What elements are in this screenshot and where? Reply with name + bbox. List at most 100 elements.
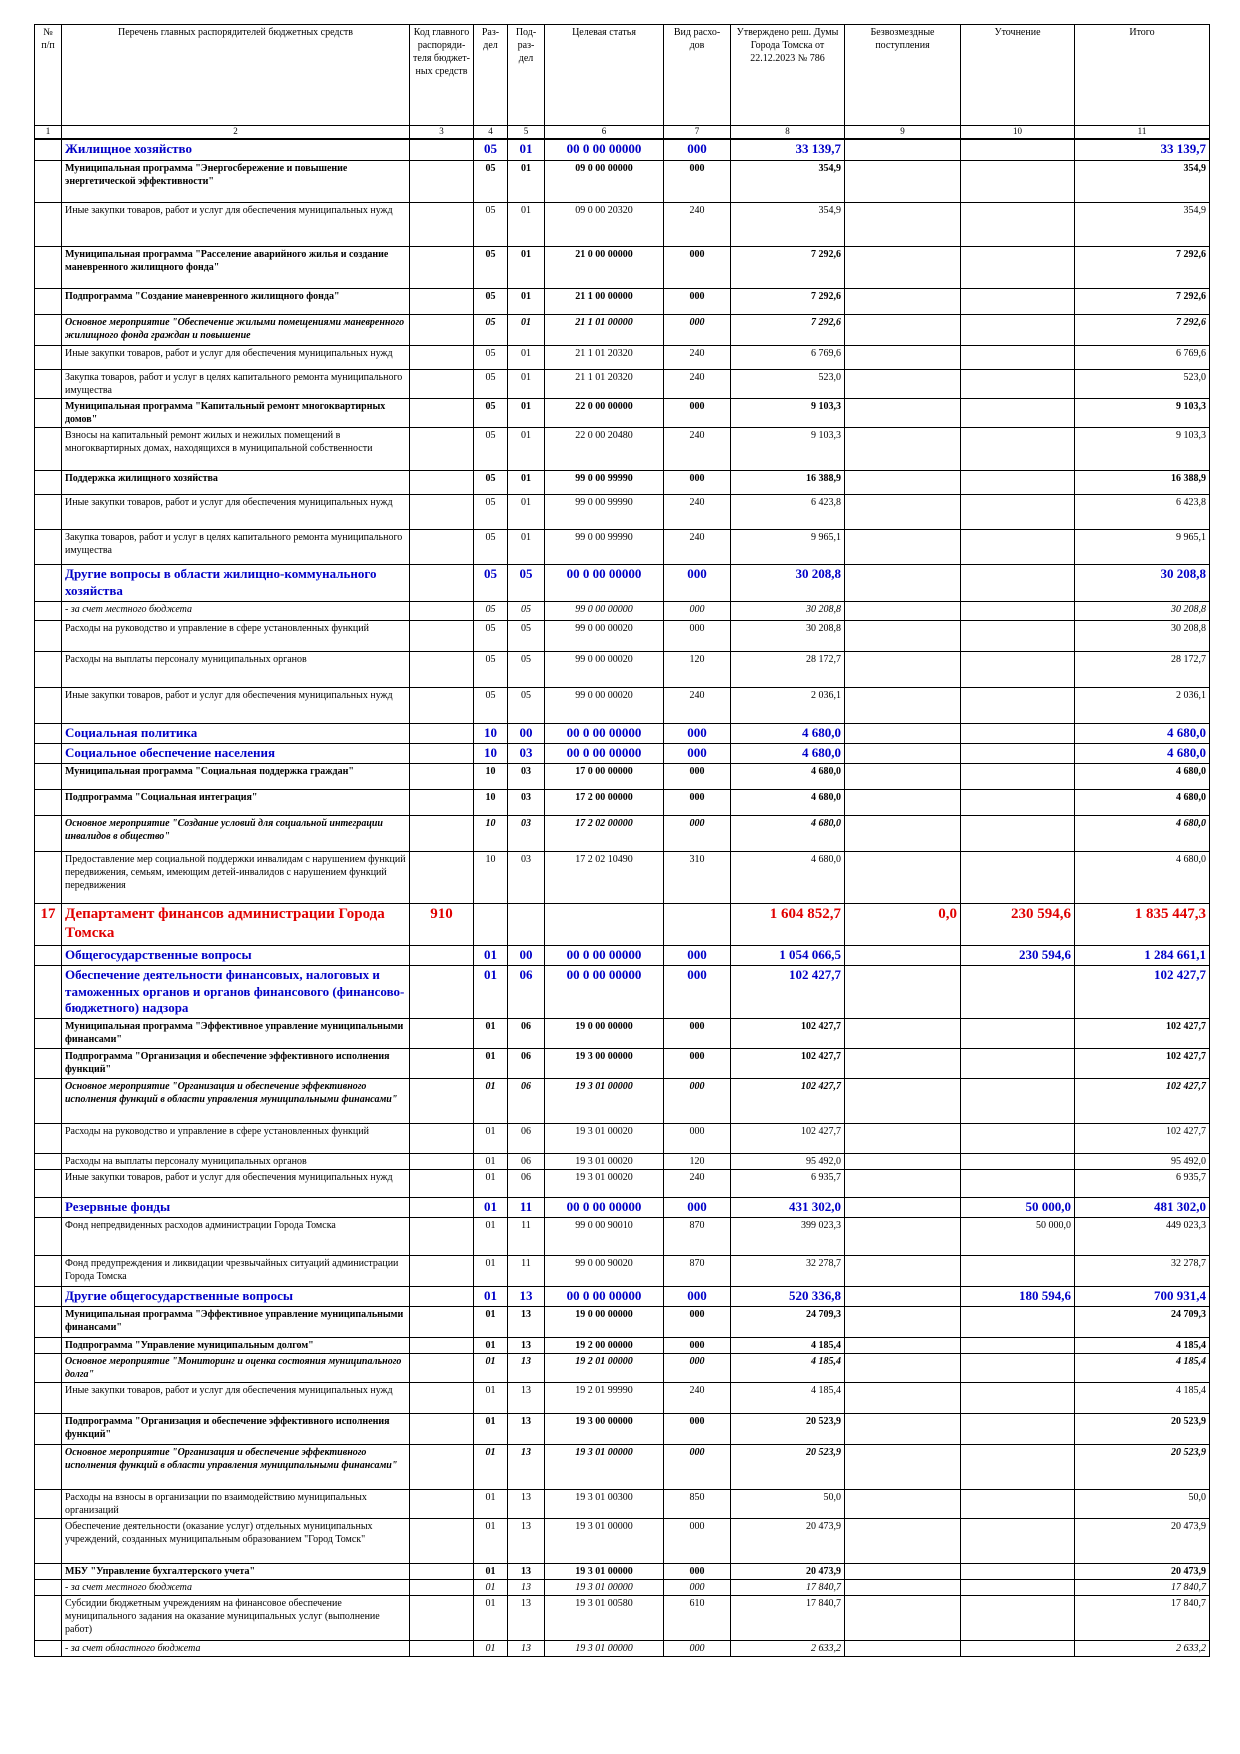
item-name: Расходы на руководство и управление в сф… bbox=[61, 1123, 410, 1155]
table-header: № п/п Перечень главных распорядителей бюд… bbox=[34, 24, 1210, 126]
section: 01 bbox=[473, 1018, 508, 1050]
adjustment-amount bbox=[960, 1579, 1075, 1597]
manager-code bbox=[409, 722, 474, 744]
adjustment-amount bbox=[960, 1169, 1075, 1199]
expense-type bbox=[663, 902, 731, 946]
approved-amount: 7 292,6 bbox=[730, 288, 845, 316]
grants-amount bbox=[844, 1018, 961, 1050]
target-article: 22 0 00 20480 bbox=[544, 427, 664, 472]
grants-amount bbox=[844, 1306, 961, 1339]
total-amount: 102 427,7 bbox=[1074, 1048, 1210, 1080]
table-row: Обеспечение деятельности финансовых, нал… bbox=[34, 964, 1210, 1020]
target-article: 19 2 01 00000 bbox=[544, 1353, 664, 1384]
row-number bbox=[34, 1078, 62, 1125]
section: 05 bbox=[473, 686, 508, 724]
item-name: Закупка товаров, работ и услуг в целях к… bbox=[61, 529, 410, 566]
expense-type: 000 bbox=[663, 944, 731, 966]
grants-amount bbox=[844, 470, 961, 496]
item-name: Социальное обеспечение населения bbox=[61, 742, 410, 764]
section: 01 bbox=[473, 944, 508, 966]
total-amount: 9 103,3 bbox=[1074, 398, 1210, 429]
row-number bbox=[34, 1640, 62, 1658]
grants-amount bbox=[844, 160, 961, 204]
table-row: Основное мероприятие "Организация и обес… bbox=[34, 1444, 1210, 1491]
section: 01 bbox=[473, 1123, 508, 1155]
expense-type: 240 bbox=[663, 345, 731, 371]
expense-type: 000 bbox=[663, 1286, 731, 1308]
manager-code bbox=[409, 1217, 474, 1257]
approved-amount: 20 473,9 bbox=[730, 1518, 845, 1565]
adjustment-amount bbox=[960, 202, 1075, 248]
adjustment-amount bbox=[960, 314, 1075, 347]
row-number bbox=[34, 788, 62, 816]
manager-code bbox=[409, 427, 474, 472]
item-name: - за счет местного бюджета bbox=[61, 600, 410, 621]
table-row: Резервные фонды 01 11 00 0 00 00000 000 431 3… bbox=[34, 1197, 1210, 1219]
table-row: Основное мероприятие "Мониторинг и оценк… bbox=[34, 1353, 1210, 1384]
subsection: 00 bbox=[507, 944, 545, 966]
subsection: 13 bbox=[507, 1337, 545, 1355]
total-amount: 17 840,7 bbox=[1074, 1579, 1210, 1597]
target-article: 00 0 00 00000 bbox=[544, 1197, 664, 1219]
approved-amount: 431 302,0 bbox=[730, 1197, 845, 1219]
total-amount: 24 709,3 bbox=[1074, 1306, 1210, 1339]
item-name: Другие вопросы в области жилищно-коммуна… bbox=[61, 564, 410, 602]
expense-type: 000 bbox=[663, 288, 731, 316]
expense-type: 000 bbox=[663, 246, 731, 290]
item-name: Поддержка жилищного хозяйства bbox=[61, 470, 410, 496]
total-amount: 50,0 bbox=[1074, 1489, 1210, 1520]
manager-code bbox=[409, 202, 474, 248]
grants-amount bbox=[844, 619, 961, 652]
approved-amount: 2 633,2 bbox=[730, 1640, 845, 1658]
table-row: Расходы на взносы в организации по взаим… bbox=[34, 1489, 1210, 1520]
adjustment-amount bbox=[960, 742, 1075, 764]
section bbox=[473, 902, 508, 946]
target-article: 19 3 01 00000 bbox=[544, 1563, 664, 1581]
adjustment-amount bbox=[960, 494, 1075, 531]
adjustment-amount bbox=[960, 814, 1075, 852]
total-amount: 30 208,8 bbox=[1074, 619, 1210, 652]
item-name: Основное мероприятие "Мониторинг и оценк… bbox=[61, 1353, 410, 1384]
row-number bbox=[34, 314, 62, 347]
expense-type: 000 bbox=[663, 762, 731, 790]
column-number: 7 bbox=[663, 124, 731, 140]
total-amount: 6 769,6 bbox=[1074, 345, 1210, 371]
item-name: Муниципальная программа "Капитальный рем… bbox=[61, 398, 410, 429]
approved-amount: 30 208,8 bbox=[730, 619, 845, 652]
total-amount: 4 680,0 bbox=[1074, 722, 1210, 744]
adjustment-amount bbox=[960, 1640, 1075, 1658]
total-amount: 7 292,6 bbox=[1074, 314, 1210, 347]
adjustment-amount bbox=[960, 288, 1075, 316]
type-header: Вид расхо-дов bbox=[663, 24, 731, 126]
expense-type: 240 bbox=[663, 202, 731, 248]
adjustment-amount bbox=[960, 686, 1075, 724]
total-amount: 9 965,1 bbox=[1074, 529, 1210, 566]
adjustment-amount bbox=[960, 1353, 1075, 1384]
target-article: 19 3 01 00000 bbox=[544, 1444, 664, 1491]
adjustment-amount bbox=[960, 1563, 1075, 1581]
manager-code bbox=[409, 1169, 474, 1199]
manager-code bbox=[409, 1255, 474, 1288]
column-number: 6 bbox=[544, 124, 664, 140]
manager-code bbox=[409, 964, 474, 1020]
grants-amount bbox=[844, 564, 961, 602]
grants-amount bbox=[844, 246, 961, 290]
target-article: 99 0 00 00000 bbox=[544, 600, 664, 621]
table-row: Муниципальная программа "Эффективное упр… bbox=[34, 1306, 1210, 1339]
item-name: Подпрограмма "Организация и обеспечение … bbox=[61, 1413, 410, 1446]
expense-type: 000 bbox=[663, 470, 731, 496]
subsection bbox=[507, 902, 545, 946]
expense-type: 610 bbox=[663, 1595, 731, 1642]
expense-type: 000 bbox=[663, 742, 731, 764]
section: 01 bbox=[473, 1518, 508, 1565]
approved-amount: 32 278,7 bbox=[730, 1255, 845, 1288]
item-name: Иные закупки товаров, работ и услуг для … bbox=[61, 202, 410, 248]
section: 10 bbox=[473, 788, 508, 816]
section: 05 bbox=[473, 619, 508, 652]
expense-type: 240 bbox=[663, 494, 731, 531]
row-number bbox=[34, 529, 62, 566]
grants-amount bbox=[844, 1413, 961, 1446]
section: 01 bbox=[473, 1217, 508, 1257]
expense-type: 000 bbox=[663, 564, 731, 602]
table-row: Подпрограмма "Управление муниципальным д… bbox=[34, 1337, 1210, 1355]
